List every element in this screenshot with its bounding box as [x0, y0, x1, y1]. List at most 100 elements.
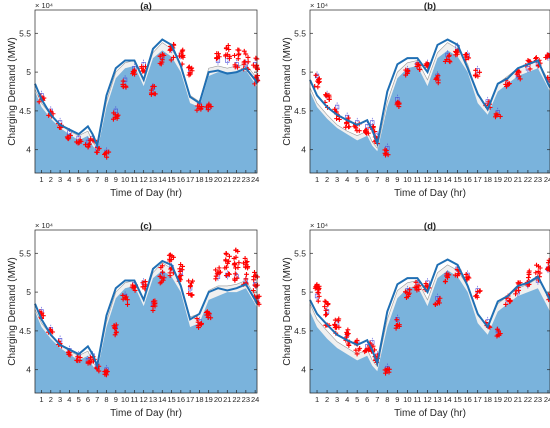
x-tick-label: 23 [242, 175, 250, 184]
box [67, 130, 72, 135]
outlier-mark [423, 61, 429, 67]
x-tick-label: 13 [149, 395, 157, 404]
x-tick-label: 24 [544, 395, 550, 404]
outlier-mark [495, 332, 501, 338]
outlier-mark [233, 247, 239, 253]
outlier-mark [443, 278, 448, 284]
box [365, 124, 370, 129]
x-axis-label: Time of Day (hr) [110, 188, 182, 199]
outlier-mark [179, 267, 185, 273]
outlier-mark [157, 280, 163, 286]
x-tick-label: 3 [58, 395, 62, 404]
x-tick-label: 14 [158, 175, 166, 184]
outlier-mark [417, 67, 423, 72]
subplot-d: 44.555.51 2 3 4 5 6 7 8 9 10 11 12 13 14 15 16 17 18 19 20 2… [282, 221, 550, 419]
outlier-mark [472, 72, 478, 78]
x-tick-label: 18 [484, 395, 492, 404]
x-tick-label: 6 [86, 175, 90, 184]
outlier-mark [186, 64, 192, 70]
outlier-mark [256, 293, 262, 299]
outlier-mark [245, 59, 251, 65]
x-tick-label: 7 [375, 175, 379, 184]
x-tick-label: 1 [39, 175, 43, 184]
x-tick-label: 16 [463, 175, 471, 184]
outlier-mark [546, 257, 550, 263]
outlier-mark [151, 91, 157, 97]
outlier-mark [332, 323, 338, 328]
outlier-mark [140, 284, 146, 290]
x-tick-label: 14 [443, 395, 451, 404]
outlier-mark [216, 265, 222, 271]
x-tick-label: 11 [414, 395, 422, 404]
x-tick-label: 18 [195, 175, 203, 184]
outlier-mark [336, 117, 342, 122]
outlier-mark [356, 347, 362, 353]
outlier-mark [452, 272, 458, 278]
outlier-mark [435, 73, 441, 79]
outlier-mark [493, 114, 498, 120]
outlier-mark [423, 281, 429, 286]
outlier-mark [416, 286, 422, 292]
outlier-mark [171, 55, 176, 60]
y-axis-label: Charging Demand (MW) [282, 37, 293, 145]
outlier-mark [50, 111, 56, 117]
box [370, 120, 375, 125]
y-tick-label: 4 [26, 145, 31, 155]
outlier-mark [464, 52, 469, 57]
outlier-mark [178, 273, 184, 278]
outlier-mark [123, 294, 129, 300]
x-tick-label: 13 [433, 395, 441, 404]
x-tick-label: 10 [403, 175, 411, 184]
x-tick-label: 9 [114, 175, 118, 184]
outlier-mark [187, 284, 193, 289]
plot-frame [309, 229, 550, 394]
outlier-mark [544, 52, 550, 58]
outlier-mark [125, 302, 130, 307]
outlier-mark [104, 154, 110, 160]
outlier-mark [243, 260, 249, 265]
outlier-mark [316, 293, 322, 299]
outlier-mark [68, 133, 73, 138]
outlier-mark [236, 47, 242, 53]
outlier-mark [514, 71, 520, 77]
outlier-mark [223, 251, 229, 257]
x-tick-label: 6 [365, 395, 369, 404]
x-tick-label: 13 [433, 175, 441, 184]
x-tick-label: 20 [504, 175, 512, 184]
outlier-mark [513, 291, 518, 297]
outlier-mark [364, 127, 369, 133]
outlier-mark [250, 62, 256, 68]
x-tick-label: 15 [453, 395, 461, 404]
outlier-mark [245, 54, 251, 60]
outlier-mark [130, 71, 136, 77]
x-tick-label: 16 [463, 395, 471, 404]
outlier-mark [315, 84, 321, 90]
x-tick-label: 10 [121, 395, 129, 404]
x-tick-label: 15 [167, 175, 175, 184]
outlier-mark [169, 253, 175, 259]
outlier-mark [233, 254, 239, 260]
outlier-mark [313, 72, 319, 78]
outlier-mark [66, 350, 72, 356]
outlier-mark [114, 113, 120, 119]
x-tick-label: 19 [494, 395, 502, 404]
x-tick-label: 9 [395, 175, 399, 184]
x-tick-label: 5 [355, 175, 359, 184]
subplot-title: (d) [424, 221, 436, 232]
x-tick-label: 17 [186, 395, 194, 404]
x-tick-label: 8 [104, 175, 108, 184]
x-tick-label: 22 [524, 395, 532, 404]
x-tick-label: 6 [86, 395, 90, 404]
outlier-mark [354, 128, 360, 134]
x-tick-label: 15 [167, 395, 175, 404]
outlier-mark [405, 294, 411, 299]
outlier-mark [65, 136, 71, 142]
outlier-mark [75, 354, 81, 360]
outlier-mark [536, 263, 541, 269]
outlier-mark [131, 285, 137, 291]
outlier-mark [322, 304, 328, 310]
outlier-mark [226, 258, 232, 264]
outlier-mark [66, 135, 72, 141]
outlier-mark [403, 289, 408, 295]
outlier-mark [507, 297, 513, 303]
